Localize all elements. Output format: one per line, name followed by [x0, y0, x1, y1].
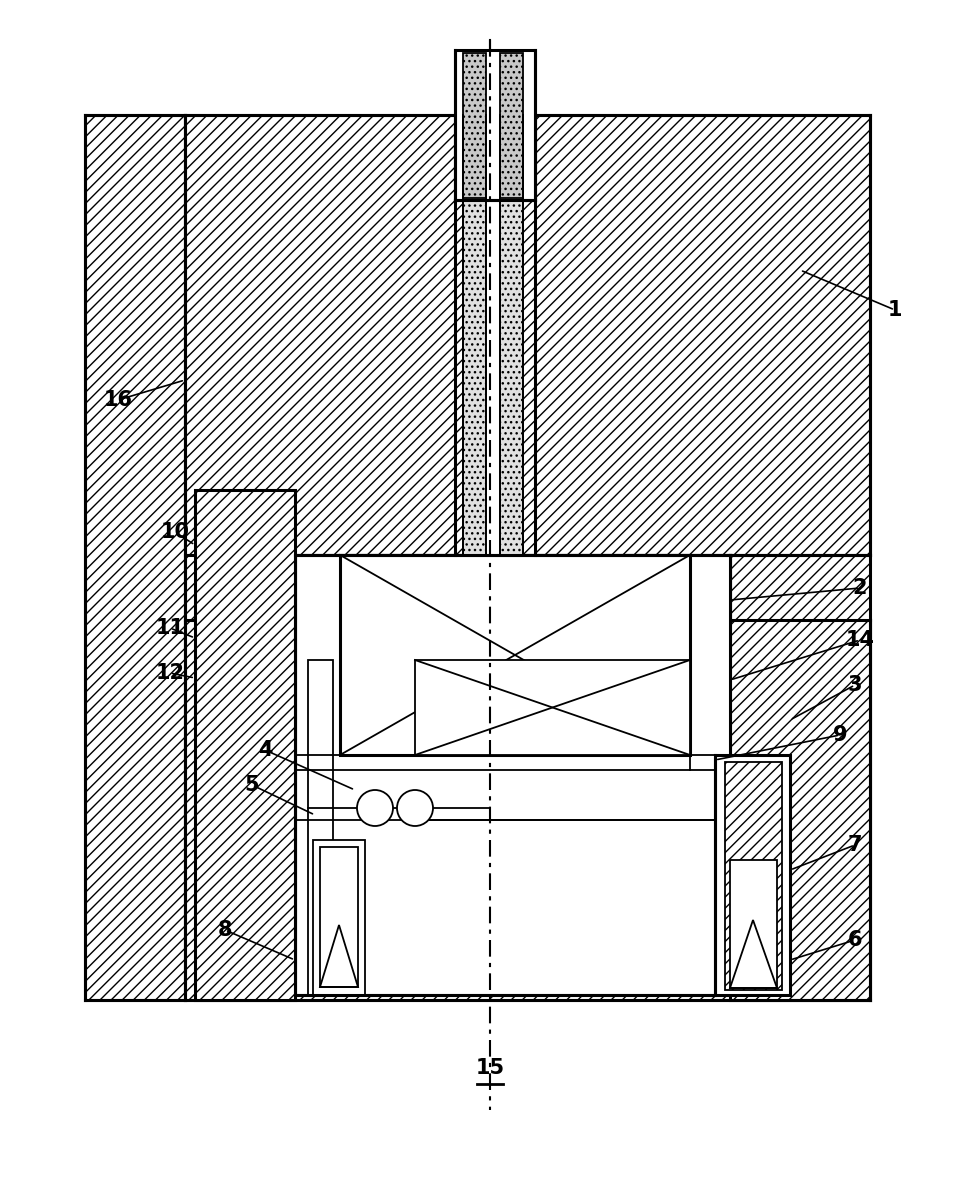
Bar [85, 116, 185, 1000]
Text: 16: 16 [104, 389, 132, 410]
Bar [500, 116, 523, 555]
Bar [195, 490, 295, 1000]
Text: 14: 14 [846, 630, 874, 650]
Text: 5: 5 [245, 775, 260, 796]
Bar [463, 116, 523, 555]
Text: 10: 10 [161, 522, 189, 542]
Circle shape [397, 790, 433, 827]
Bar [295, 555, 730, 994]
Bar [340, 555, 690, 755]
Bar [715, 755, 790, 994]
Text: 4: 4 [258, 740, 272, 760]
Text: 6: 6 [848, 930, 862, 950]
Text: 12: 12 [156, 663, 184, 682]
Text: 11: 11 [156, 618, 184, 638]
Text: 15: 15 [475, 1058, 505, 1078]
Bar [463, 116, 486, 555]
Bar [185, 116, 870, 555]
Bar [185, 621, 870, 1000]
Bar [185, 555, 730, 621]
Bar [455, 50, 535, 200]
Bar [463, 54, 486, 198]
Bar [500, 54, 523, 198]
Text: 3: 3 [848, 675, 862, 696]
Bar [313, 840, 365, 994]
Circle shape [357, 790, 393, 827]
Bar [730, 555, 870, 1000]
Text: 7: 7 [848, 835, 862, 855]
Text: 8: 8 [218, 919, 232, 940]
Bar [463, 116, 523, 205]
Bar [725, 762, 782, 990]
Bar [730, 860, 777, 989]
Bar [320, 847, 358, 987]
Bar [415, 660, 690, 755]
Bar [308, 660, 333, 994]
Text: 9: 9 [833, 725, 848, 746]
Text: 2: 2 [853, 578, 867, 598]
Text: 1: 1 [888, 300, 903, 320]
